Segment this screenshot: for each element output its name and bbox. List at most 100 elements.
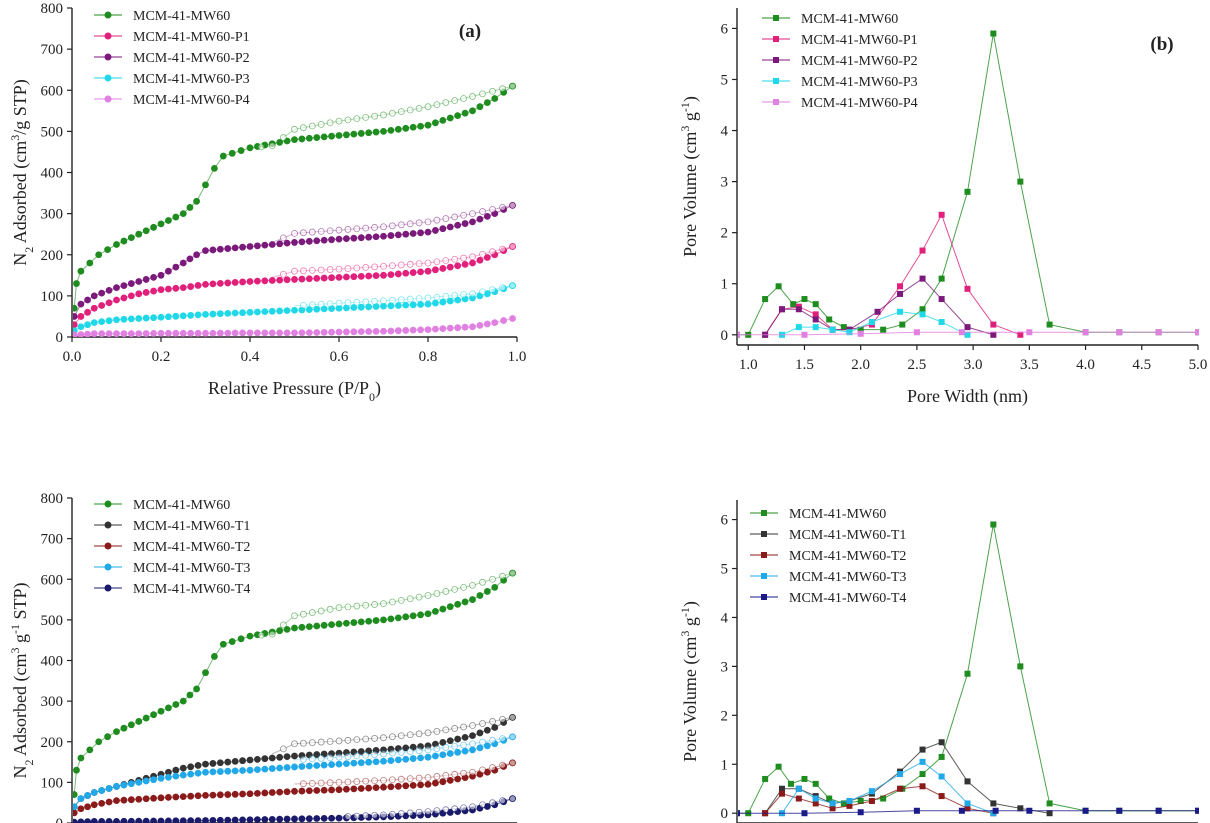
data-point <box>913 329 920 336</box>
desorption-point <box>424 729 432 737</box>
data-point <box>424 300 432 308</box>
desorption-point <box>406 748 414 755</box>
desorption-point <box>509 82 516 90</box>
data-point <box>231 279 239 286</box>
desorption-point <box>388 749 396 757</box>
data-point <box>357 130 365 137</box>
data-point <box>409 230 417 237</box>
data-point <box>897 308 904 315</box>
legend-marker <box>104 521 112 529</box>
data-point <box>187 329 195 337</box>
y-tick-label: 700 <box>41 532 64 548</box>
data-point <box>919 311 926 318</box>
data-point <box>127 796 135 804</box>
data-point <box>179 793 187 800</box>
y-tick-label: 400 <box>41 166 64 182</box>
data-point <box>73 304 78 312</box>
y-tick-label: 200 <box>41 735 64 751</box>
series-line <box>73 85 513 309</box>
data-point <box>964 805 971 812</box>
data-point <box>424 121 432 129</box>
series-3 <box>778 758 997 817</box>
legend-marker <box>104 32 112 40</box>
desorption-point <box>344 299 352 307</box>
data-point <box>127 330 135 337</box>
y-tick-label: 2 <box>721 226 729 242</box>
desorption-point <box>442 215 450 222</box>
data-point <box>897 283 904 290</box>
data-point <box>417 268 424 276</box>
data-point <box>261 755 269 763</box>
data-point <box>202 768 209 776</box>
desorption-point <box>489 87 496 95</box>
data-point <box>801 296 808 303</box>
desorption-point <box>509 733 516 741</box>
desorption-point <box>479 90 486 98</box>
data-point <box>120 330 128 337</box>
data-point <box>469 732 476 740</box>
data-point <box>268 241 276 248</box>
legend-marker <box>773 36 779 42</box>
y-tick-label: 0 <box>56 330 64 346</box>
data-point <box>372 784 380 792</box>
desorption-point <box>415 219 423 227</box>
desorption-point <box>326 266 334 273</box>
data-point <box>439 265 447 272</box>
legend-entry: MCM-41-MW60 <box>133 9 230 24</box>
data-point <box>1046 800 1053 807</box>
y-tick-label: 5 <box>721 562 729 578</box>
data-point <box>964 285 971 292</box>
data-point <box>254 329 261 337</box>
legend-marker <box>773 15 779 21</box>
desorption-point <box>415 104 423 112</box>
desorption-point <box>442 99 450 106</box>
y-axis-title: Pore Volume (cm3 g-1) <box>678 601 701 762</box>
data-point <box>476 256 484 264</box>
data-point <box>157 271 165 279</box>
data-point <box>165 817 172 823</box>
panel-label: (a) <box>459 21 481 42</box>
desorption-point <box>353 264 361 272</box>
desorption-point <box>406 595 414 603</box>
desorption-point <box>308 122 316 130</box>
data-point <box>424 326 432 333</box>
data-point <box>224 279 232 287</box>
data-point <box>328 132 335 140</box>
desorption-point <box>499 797 506 805</box>
data-point <box>283 764 291 771</box>
desorption-point <box>424 746 432 754</box>
data-point <box>231 757 239 765</box>
desorption-point <box>451 586 459 593</box>
data-point <box>313 751 321 758</box>
desorption-point <box>499 204 506 211</box>
legend-entry: MCM-41-MW60-T2 <box>133 540 250 555</box>
series-2 <box>73 759 516 817</box>
data-point <box>1017 805 1024 812</box>
data-point <box>305 134 313 142</box>
desorption-point <box>362 224 370 232</box>
data-point <box>90 319 98 327</box>
desorption-point <box>451 770 459 778</box>
data-point <box>313 134 321 141</box>
data-point <box>291 815 298 823</box>
desorption-point <box>397 810 405 817</box>
series-2 <box>762 783 997 817</box>
desorption-point <box>489 206 496 213</box>
data-point <box>276 815 284 823</box>
desorption-point <box>299 756 307 763</box>
data-point <box>202 760 209 768</box>
data-point <box>350 130 358 138</box>
desorption-point <box>451 97 459 104</box>
data-point <box>476 103 484 111</box>
data-point <box>268 754 276 762</box>
data-point <box>113 728 120 735</box>
desorption-point <box>353 115 361 123</box>
data-point <box>142 777 150 785</box>
desorption-point <box>424 218 432 226</box>
desorption-point <box>335 117 343 125</box>
data-point <box>276 307 284 315</box>
y-tick-label: 4 <box>721 610 729 626</box>
data-point <box>113 797 120 805</box>
legend-marker <box>104 11 112 19</box>
desorption-point <box>424 294 432 302</box>
